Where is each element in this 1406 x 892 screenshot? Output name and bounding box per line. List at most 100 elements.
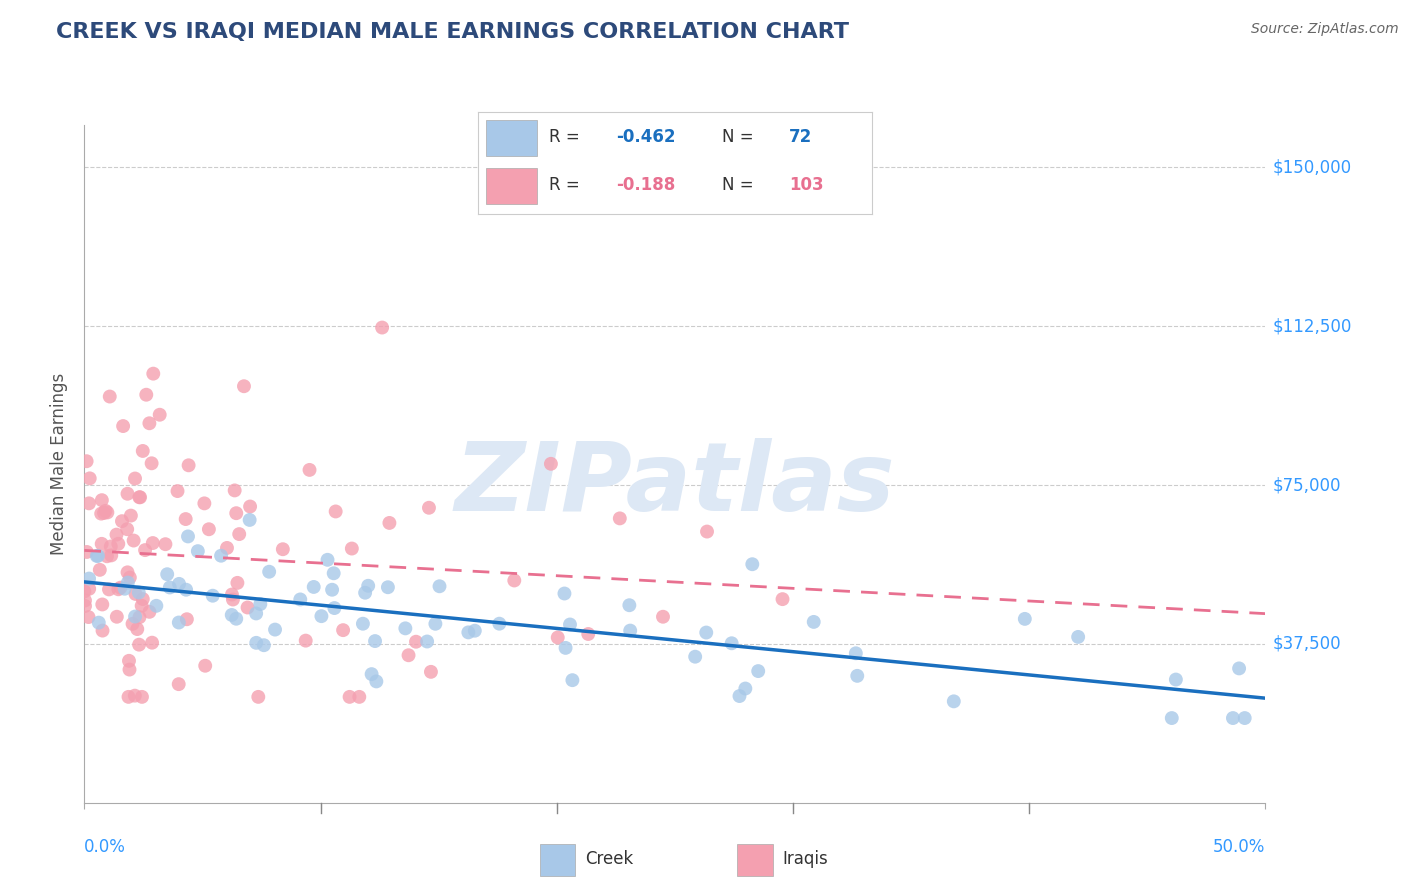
Point [429,579,451,593]
Point [457,625,479,640]
Point [122,533,145,548]
Point [194,658,217,673]
Point [561,673,583,688]
Point [73,584,96,599]
Point [339,690,361,704]
Point [298,463,321,477]
Point [118,663,141,677]
Text: N =: N = [723,177,754,194]
Point [129,490,152,504]
Point [105,527,128,541]
FancyBboxPatch shape [540,844,575,876]
FancyBboxPatch shape [486,120,537,155]
Point [224,483,246,498]
Point [112,419,135,434]
Point [131,690,153,704]
Point [366,674,388,689]
Point [90,507,112,521]
Point [110,581,132,595]
Point [696,524,718,539]
Point [378,516,401,530]
Point [121,616,143,631]
Point [322,566,344,581]
Point [652,609,675,624]
Point [325,504,347,518]
Point [728,689,751,703]
Text: $112,500: $112,500 [1272,318,1351,335]
Point [221,607,243,622]
Point [94,504,117,518]
Point [741,558,763,572]
Point [96,549,118,564]
Point [354,585,377,599]
Point [553,586,575,600]
Point [360,667,382,681]
Point [167,615,190,630]
Point [128,490,150,504]
Point [321,582,343,597]
Text: R =: R = [548,128,579,146]
Point [166,484,188,499]
Point [76,545,98,559]
Point [845,646,868,660]
Point [1227,661,1250,675]
Point [198,522,221,536]
Text: -0.188: -0.188 [616,177,675,194]
Point [547,631,569,645]
Point [609,511,631,525]
Point [76,454,98,468]
Point [167,677,190,691]
Point [245,636,267,650]
Point [271,542,294,557]
Point [349,690,371,704]
Point [225,506,247,520]
Point [86,549,108,563]
Point [221,587,243,601]
Text: $37,500: $37,500 [1272,635,1341,653]
Text: 72: 72 [789,128,813,146]
Point [142,367,165,381]
Point [619,599,641,613]
Point [264,623,287,637]
Point [87,549,110,563]
Point [176,612,198,626]
Point [117,690,139,704]
Text: Iraqis: Iraqis [783,849,828,868]
Point [257,565,280,579]
Point [77,572,100,586]
Point [187,544,209,558]
Point [1233,711,1256,725]
Point [127,622,149,636]
Point [141,635,163,649]
Point [90,537,112,551]
Point [1160,711,1182,725]
Point [91,598,114,612]
Point [87,615,110,630]
Text: -0.462: -0.462 [616,128,675,146]
Point [418,500,440,515]
Point [332,623,354,637]
Point [236,600,259,615]
Point [128,610,150,624]
Point [105,609,128,624]
Text: R =: R = [548,177,579,194]
Point [1164,673,1187,687]
Point [138,417,160,431]
Point [416,634,439,648]
Text: N =: N = [723,128,754,146]
Point [193,496,215,510]
Point [247,690,270,704]
Point [107,582,129,597]
Point [488,616,510,631]
Point [100,540,122,554]
Point [1222,711,1244,725]
Point [239,500,262,514]
Point [89,563,111,577]
Point [558,617,581,632]
Point [155,537,177,551]
FancyBboxPatch shape [737,844,773,876]
Point [394,621,416,635]
FancyBboxPatch shape [486,168,537,204]
Point [225,612,247,626]
Point [209,549,232,563]
